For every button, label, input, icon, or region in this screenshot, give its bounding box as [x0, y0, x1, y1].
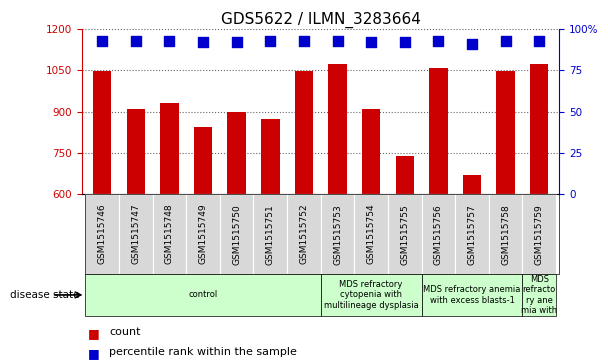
Text: GSM1515747: GSM1515747	[131, 204, 140, 265]
Text: GSM1515750: GSM1515750	[232, 204, 241, 265]
Text: GSM1515755: GSM1515755	[400, 204, 409, 265]
Bar	[194, 127, 212, 359]
Text: GSM1515746: GSM1515746	[98, 204, 107, 265]
Bar	[388, 194, 421, 274]
Text: MDS refractory
cytopenia with
multilineage dysplasia: MDS refractory cytopenia with multilinea…	[324, 280, 418, 310]
Text: MDS
refracto
ry ane
mia with: MDS refracto ry ane mia with	[521, 275, 558, 315]
Bar	[287, 194, 321, 274]
Text: GSM1515749: GSM1515749	[199, 204, 207, 265]
Bar	[321, 274, 421, 316]
Bar	[354, 194, 388, 274]
Bar	[496, 71, 515, 359]
Bar	[161, 103, 179, 359]
Bar	[463, 175, 481, 359]
Bar	[328, 64, 347, 359]
Point	[97, 38, 107, 44]
Point	[333, 38, 342, 44]
Text: GSM1515758: GSM1515758	[501, 204, 510, 265]
Bar	[93, 71, 111, 359]
Text: ■: ■	[88, 327, 100, 340]
Title: GDS5622 / ILMN_3283664: GDS5622 / ILMN_3283664	[221, 12, 421, 28]
Bar	[153, 194, 186, 274]
Point	[232, 39, 241, 45]
Text: count: count	[109, 327, 141, 337]
Text: disease state: disease state	[10, 290, 79, 300]
Text: GSM1515752: GSM1515752	[299, 204, 308, 265]
Bar	[220, 194, 254, 274]
Bar	[321, 194, 354, 274]
Point	[131, 38, 140, 44]
Text: GSM1515756: GSM1515756	[434, 204, 443, 265]
Bar	[126, 109, 145, 359]
Bar	[455, 194, 489, 274]
Point	[434, 38, 443, 44]
Point	[165, 38, 174, 44]
Bar	[186, 194, 220, 274]
Point	[400, 39, 410, 45]
Text: GSM1515748: GSM1515748	[165, 204, 174, 265]
Text: GSM1515757: GSM1515757	[468, 204, 477, 265]
Bar	[86, 194, 119, 274]
Text: GSM1515751: GSM1515751	[266, 204, 275, 265]
Bar	[421, 194, 455, 274]
Text: GSM1515759: GSM1515759	[534, 204, 544, 265]
Text: MDS refractory anemia
with excess blasts-1: MDS refractory anemia with excess blasts…	[423, 285, 520, 305]
Point	[198, 39, 208, 45]
Bar	[261, 119, 280, 359]
Point	[366, 39, 376, 45]
Bar	[421, 274, 522, 316]
Bar	[489, 194, 522, 274]
Bar	[227, 113, 246, 359]
Bar	[119, 194, 153, 274]
Point	[534, 38, 544, 44]
Bar	[429, 68, 447, 359]
Point	[266, 38, 275, 44]
Bar	[530, 64, 548, 359]
Bar	[362, 109, 381, 359]
Text: GSM1515754: GSM1515754	[367, 204, 376, 265]
Bar	[254, 194, 287, 274]
Text: control: control	[188, 290, 218, 299]
Bar	[522, 194, 556, 274]
Point	[501, 38, 511, 44]
Bar	[295, 71, 313, 359]
Text: ■: ■	[88, 347, 100, 360]
Point	[299, 38, 309, 44]
Bar	[86, 274, 321, 316]
Bar	[396, 156, 414, 359]
Text: GSM1515753: GSM1515753	[333, 204, 342, 265]
Text: percentile rank within the sample: percentile rank within the sample	[109, 347, 297, 357]
Bar	[522, 274, 556, 316]
Point	[467, 41, 477, 47]
